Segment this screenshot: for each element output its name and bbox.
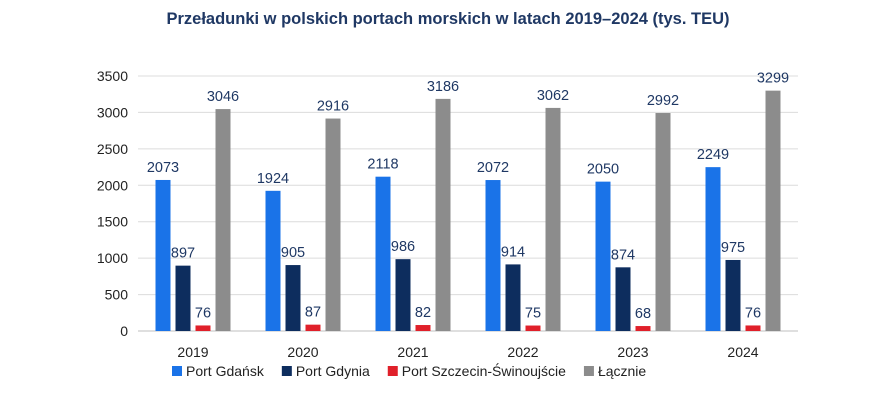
bar-port-gdynia-2024 [725,259,741,331]
data-label: 68 [635,306,651,322]
data-label: 2916 [317,99,349,115]
legend-label: Port Gdańsk [186,363,265,379]
bar-port-szczecin-winouj-cie-2019 [195,325,211,331]
bar-port-gdynia-2021 [395,259,411,331]
bar-port-szczecin-winouj-cie-2020 [305,324,321,331]
y-tick-label: 1500 [97,214,128,230]
legend-swatch [583,366,594,376]
x-tick-label: 2022 [507,344,538,360]
y-tick-label: 2500 [97,141,128,157]
bar--cznie-2021 [435,98,451,332]
bar-port-gdynia-2023 [615,267,631,331]
data-label: 2249 [697,147,729,163]
legend-swatch [281,366,292,376]
data-label: 82 [415,305,431,321]
data-label: 76 [195,305,211,321]
data-label: 914 [501,244,525,260]
data-label: 3046 [207,89,239,105]
y-tick-label: 1000 [97,250,128,266]
data-label: 2073 [147,160,179,176]
data-label: 3062 [537,88,569,104]
legend-label: Port Szczecin-Świnoujście [402,362,566,379]
x-tick-label: 2020 [287,344,318,360]
data-label: 897 [171,246,195,262]
bar-port-gda-sk-2023 [595,181,611,331]
bar-port-gda-sk-2024 [705,167,721,331]
data-label: 87 [305,305,321,321]
legend: Port Gdańsk Port Gdynia Port Szczecin-Świn… [172,362,646,379]
data-label: 3186 [427,79,459,95]
x-tick-label: 2019 [177,344,208,360]
legend-label: Łącznie [598,363,646,379]
bar-port-szczecin-winouj-cie-2024 [745,325,761,331]
bar-port-szczecin-winouj-cie-2023 [635,326,651,331]
data-label: 874 [611,247,635,263]
bar-port-gda-sk-2021 [375,176,391,331]
bar-port-gda-sk-2019 [155,179,171,331]
bar-port-gda-sk-2022 [485,180,501,331]
bar-port-gdynia-2022 [505,264,521,331]
bar--cznie-2019 [215,109,231,331]
bar--cznie-2022 [545,107,561,331]
data-label: 2072 [477,160,509,176]
bar-port-szczecin-winouj-cie-2022 [525,325,541,331]
data-label: 2050 [587,162,619,178]
y-tick-label: 3000 [97,104,128,120]
data-label: 3299 [757,71,789,87]
x-tick-label: 2024 [727,344,758,360]
bar--cznie-2020 [325,118,341,331]
x-tick-label: 2021 [397,344,428,360]
gridlines [138,75,798,332]
y-axis-ticks: 0 500 1000 1500 2000 2500 3000 3500 [97,68,128,339]
x-tick-label: 2023 [617,344,648,360]
data-label: 986 [391,239,415,255]
legend-swatch [387,366,398,376]
bars [155,90,781,332]
legend-label: Port Gdynia [296,363,370,379]
bar-port-gdynia-2019 [175,265,191,331]
x-axis-ticks: 2019 2020 2021 2022 2023 2024 [177,344,758,360]
y-tick-label: 0 [120,323,128,339]
bar--cznie-2024 [765,90,781,331]
legend-swatch [172,366,182,376]
data-label: 975 [721,240,745,256]
data-label: 76 [745,305,761,321]
bar--cznie-2023 [655,113,671,331]
data-labels: 2073 897 76 3046 1924 905 87 2916 2118 986 82 3186 2… [147,71,789,322]
data-label: 2118 [367,157,398,173]
y-tick-label: 2000 [97,177,128,193]
y-tick-label: 3500 [97,68,128,84]
bar-port-szczecin-winouj-cie-2021 [415,325,431,331]
chart-title: Przeładunki w polskich portach morskich … [166,10,730,28]
y-tick-label: 500 [105,287,129,303]
bar-port-gdynia-2020 [285,265,301,331]
data-label: 905 [281,245,305,261]
data-label: 75 [525,306,541,322]
data-label: 2992 [647,93,679,109]
bar-port-gda-sk-2020 [265,190,281,331]
data-label: 1924 [257,171,289,187]
